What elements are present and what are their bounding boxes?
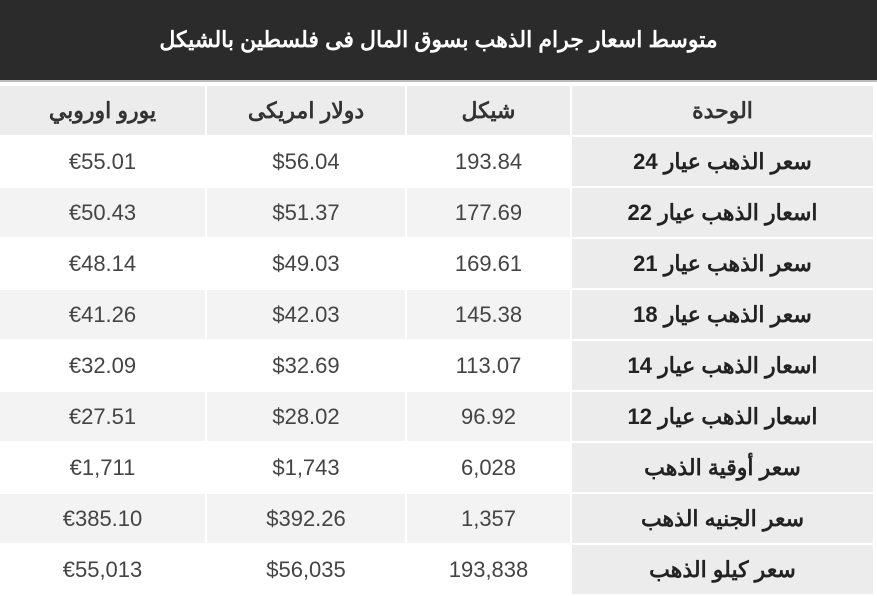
table-title: متوسط اسعار جرام الذهب بسوق المال فى فلس…	[0, 0, 877, 82]
cell-shekel: 6,028	[407, 443, 570, 492]
header-euro: يورو اوروبي	[0, 86, 205, 135]
cell-dollar: $1,743	[207, 443, 405, 492]
header-unit: الوحدة	[572, 86, 873, 135]
table-row: €55.01 $56.04 193.84 سعر الذهب عيار 24	[0, 137, 873, 186]
cell-dollar: $392.26	[207, 494, 405, 543]
cell-euro: €32.09	[0, 341, 205, 390]
cell-dollar: $49.03	[207, 239, 405, 288]
cell-dollar: $56.04	[207, 137, 405, 186]
header-dollar: دولار امريكى	[207, 86, 405, 135]
cell-unit: سعر الذهب عيار 24	[572, 137, 873, 186]
table-row: €1,711 $1,743 6,028 سعر أوقية الذهب	[0, 443, 873, 492]
cell-shekel: 169.61	[407, 239, 570, 288]
cell-shekel: 193,838	[407, 545, 570, 594]
table-row: €55,013 $56,035 193,838 سعر كيلو الذهب	[0, 545, 873, 594]
cell-euro: €41.26	[0, 290, 205, 339]
cell-dollar: $42.03	[207, 290, 405, 339]
table-row: €50.43 $51.37 177.69 اسعار الذهب عيار 22	[0, 188, 873, 237]
cell-dollar: $28.02	[207, 392, 405, 441]
table-row: €385.10 $392.26 1,357 سعر الجنيه الذهب	[0, 494, 873, 543]
table-row: €41.26 $42.03 145.38 سعر الذهب عيار 18	[0, 290, 873, 339]
cell-shekel: 193.84	[407, 137, 570, 186]
cell-unit: سعر كيلو الذهب	[572, 545, 873, 594]
cell-euro: €55,013	[0, 545, 205, 594]
cell-dollar: $56,035	[207, 545, 405, 594]
cell-shekel: 1,357	[407, 494, 570, 543]
gold-prices-table: يورو اوروبي دولار امريكى شيكل الوحدة €55…	[0, 84, 875, 596]
cell-unit: سعر الذهب عيار 18	[572, 290, 873, 339]
cell-euro: €55.01	[0, 137, 205, 186]
cell-euro: €27.51	[0, 392, 205, 441]
cell-unit: اسعار الذهب عيار 14	[572, 341, 873, 390]
cell-shekel: 145.38	[407, 290, 570, 339]
table-row: €32.09 $32.69 113.07 اسعار الذهب عيار 14	[0, 341, 873, 390]
table-row: €27.51 $28.02 96.92 اسعار الذهب عيار 12	[0, 392, 873, 441]
cell-unit: اسعار الذهب عيار 12	[572, 392, 873, 441]
cell-euro: €50.43	[0, 188, 205, 237]
cell-euro: €48.14	[0, 239, 205, 288]
cell-shekel: 96.92	[407, 392, 570, 441]
cell-dollar: $51.37	[207, 188, 405, 237]
table-row: €48.14 $49.03 169.61 سعر الذهب عيار 21	[0, 239, 873, 288]
cell-shekel: 177.69	[407, 188, 570, 237]
cell-unit: سعر الذهب عيار 21	[572, 239, 873, 288]
cell-shekel: 113.07	[407, 341, 570, 390]
cell-euro: €385.10	[0, 494, 205, 543]
cell-unit: اسعار الذهب عيار 22	[572, 188, 873, 237]
cell-unit: سعر أوقية الذهب	[572, 443, 873, 492]
header-shekel: شيكل	[407, 86, 570, 135]
cell-euro: €1,711	[0, 443, 205, 492]
header-row: يورو اوروبي دولار امريكى شيكل الوحدة	[0, 86, 873, 135]
cell-dollar: $32.69	[207, 341, 405, 390]
cell-unit: سعر الجنيه الذهب	[572, 494, 873, 543]
